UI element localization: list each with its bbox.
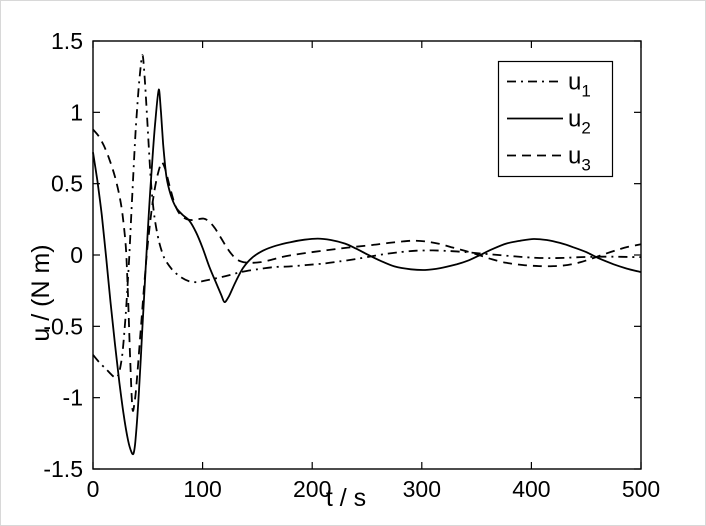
legend-label: u3: [568, 143, 591, 175]
tick-labels-group: 0 100 200 300 400 500 1.5 1 0.5 0 -0.5 -1 -1.5: [43, 28, 660, 502]
x-tick-label: 300: [403, 476, 441, 502]
x-tick-label: 0: [87, 476, 100, 502]
legend-label: u2: [568, 106, 591, 138]
x-tick-label: 400: [512, 476, 550, 502]
x-axis-label: t / s: [326, 484, 366, 512]
legend-label: u1: [568, 69, 591, 101]
y-tick-label: 1: [70, 99, 83, 125]
legend: u1 u2 u3: [497, 60, 614, 178]
x-tick-label: 100: [183, 476, 221, 502]
x-tick-label: 200: [293, 476, 331, 502]
series-u2: [92, 88, 642, 456]
ticks-group: [92, 40, 642, 470]
series-group: [92, 54, 642, 456]
y-tick-label: 0.5: [51, 171, 83, 197]
series-u3: [92, 128, 642, 412]
y-tick-label: -1: [63, 385, 83, 411]
y-tick-label: -0.5: [43, 313, 83, 339]
y-tick-label: 0: [70, 242, 83, 268]
y-tick-label: 1.5: [51, 28, 83, 54]
legend-entries: u1 u2 u3: [507, 69, 591, 175]
x-tick-label: 500: [622, 476, 660, 502]
series-u1: [92, 54, 642, 379]
y-axis-label: u / (N m): [27, 244, 55, 341]
y-tick-label: -1.5: [43, 456, 83, 482]
